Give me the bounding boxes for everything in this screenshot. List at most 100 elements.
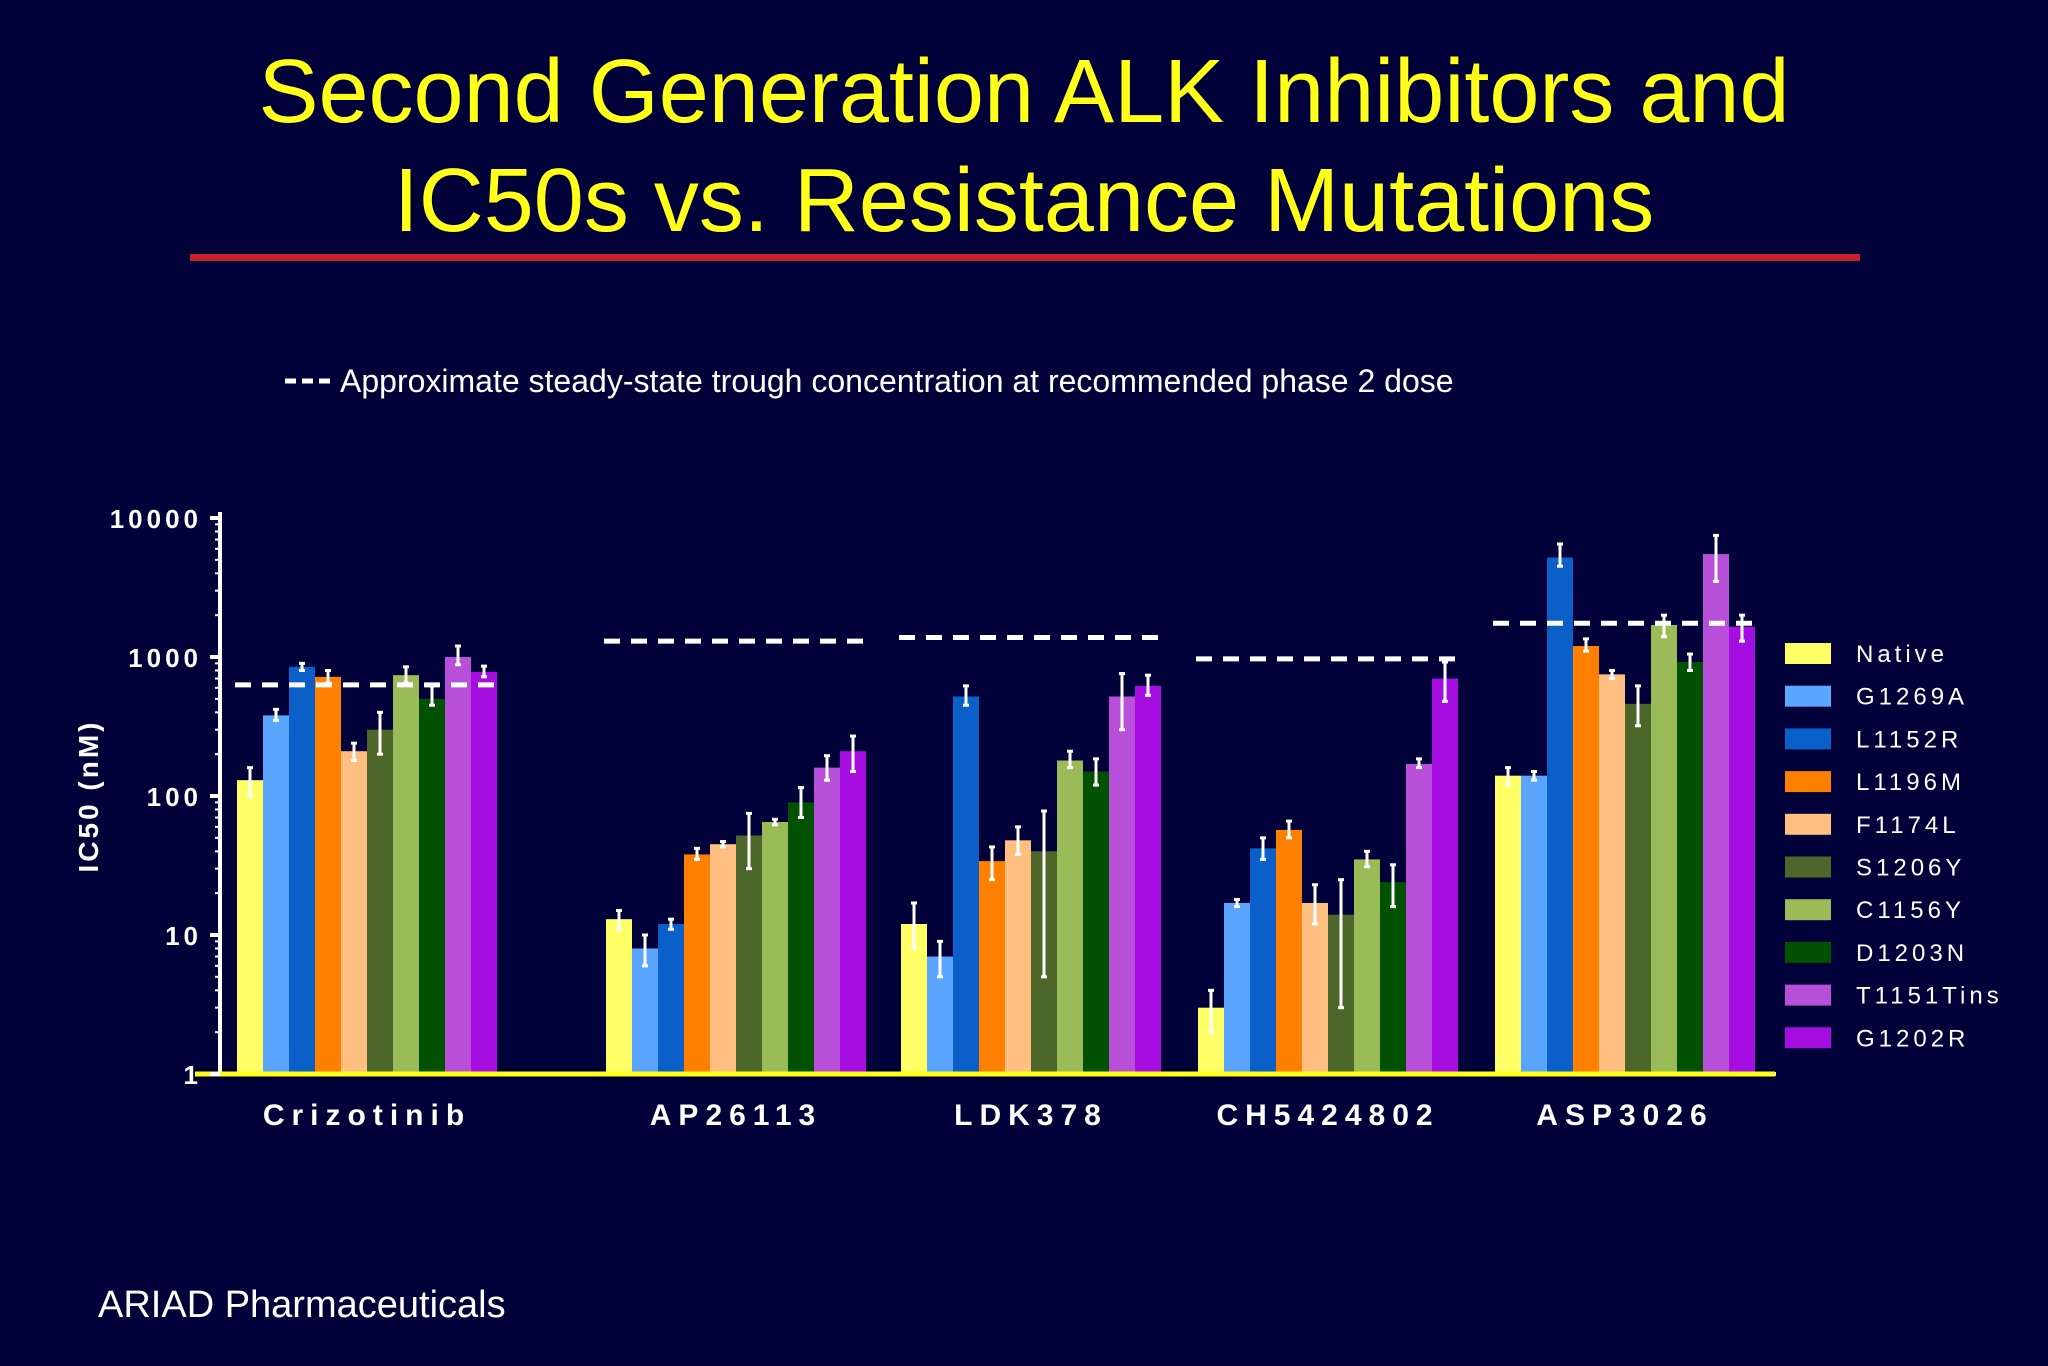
bar-ldk378-t1151tins xyxy=(1109,696,1135,1074)
legend-swatch xyxy=(1785,856,1831,878)
bar-crizotinib-g1202r xyxy=(471,671,497,1074)
trough-note-text: Approximate steady-state trough concentr… xyxy=(340,363,1454,399)
bar-asp3026-f1174l xyxy=(1599,674,1625,1074)
bar-crizotinib-native xyxy=(237,780,263,1074)
bar-ldk378-c1156y xyxy=(1057,760,1083,1074)
bar-crizotinib-s1206y xyxy=(367,729,393,1074)
bar-ch5424802-g1269a xyxy=(1224,902,1250,1074)
bar-ch5424802-c1156y xyxy=(1354,859,1380,1074)
category-label-ldk378: LDK378 xyxy=(954,1099,1108,1132)
bar-group-ldk378 xyxy=(901,672,1161,1074)
title-underline xyxy=(190,254,1860,261)
bar-ap26113-l1196m xyxy=(684,854,710,1074)
legend-item-f1174l: F1174L xyxy=(1785,812,1960,839)
y-tick-label-100: 100 xyxy=(147,782,202,812)
legend-item-native: Native xyxy=(1785,641,1948,668)
y-axis-title: IC50 (nM) xyxy=(73,720,104,873)
bar-asp3026-g1269a xyxy=(1521,775,1547,1074)
bar-group-crizotinib xyxy=(237,644,497,1074)
plot-area: Crizotinib AP26113 LDK378 CH5424802 ASP3026 1… xyxy=(73,504,1776,1132)
bar-asp3026-l1196m xyxy=(1573,645,1599,1074)
bar-ap26113-l1152r xyxy=(658,923,684,1074)
bar-ap26113-d1203n xyxy=(788,802,814,1074)
title-line-1: Second Generation ALK Inhibitors and xyxy=(258,42,1790,142)
legend-swatch xyxy=(1785,813,1831,835)
bar-ap26113-native xyxy=(606,919,632,1074)
bar-group-ch5424802 xyxy=(1198,660,1458,1074)
bar-crizotinib-l1152r xyxy=(289,666,315,1074)
legend-item-l1152r: L1152R xyxy=(1785,726,1962,753)
y-tick-label-1: 1 xyxy=(184,1060,202,1090)
legend-item-d1203n: D1203N xyxy=(1785,940,1968,967)
bar-ch5424802-l1152r xyxy=(1250,848,1276,1074)
bar-crizotinib-d1203n xyxy=(419,698,445,1074)
bar-ch5424802-d1203n xyxy=(1380,882,1406,1074)
y-tick-label-10000: 10000 xyxy=(110,504,202,534)
bar-ldk378-g1202r xyxy=(1135,685,1161,1074)
bar-asp3026-t1151tins xyxy=(1703,554,1729,1074)
bar-asp3026-d1203n xyxy=(1677,662,1703,1074)
trough-note: Approximate steady-state trough concentr… xyxy=(285,363,1454,399)
legend-label: G1202R xyxy=(1856,1025,1969,1052)
bar-asp3026-native xyxy=(1495,775,1521,1074)
category-label-crizotinib: Crizotinib xyxy=(263,1099,471,1132)
bar-ldk378-d1203n xyxy=(1083,771,1109,1074)
bar-ldk378-l1152r xyxy=(953,696,979,1074)
title-line-2: IC50s vs. Resistance Mutations xyxy=(393,150,1655,251)
bar-crizotinib-l1196m xyxy=(315,676,341,1074)
bar-ch5424802-f1174l xyxy=(1302,902,1328,1074)
legend-swatch xyxy=(1785,643,1831,664)
bar-ch5424802-g1202r xyxy=(1432,678,1458,1074)
bar-ap26113-s1206y xyxy=(736,835,762,1074)
bar-asp3026-c1156y xyxy=(1651,624,1677,1074)
legend-label: Native xyxy=(1856,641,1948,668)
legend-label: F1174L xyxy=(1856,812,1960,839)
legend-label: D1203N xyxy=(1856,940,1968,967)
bar-ch5424802-l1196m xyxy=(1276,829,1302,1074)
legend-label: C1156Y xyxy=(1856,897,1965,924)
y-tick-label-10: 10 xyxy=(165,921,202,951)
legend-swatch xyxy=(1785,941,1831,963)
legend-label: G1269A xyxy=(1856,684,1968,711)
legend-item-s1206y: S1206Y xyxy=(1785,855,1965,882)
category-label-ap26113: AP26113 xyxy=(650,1099,822,1132)
bar-group-ap26113 xyxy=(606,734,866,1074)
bar-ch5424802-t1151tins xyxy=(1406,763,1432,1074)
legend-label: L1152R xyxy=(1856,726,1962,753)
footer-company: ARIAD Pharmaceuticals xyxy=(98,1284,506,1326)
legend-label: T1151Tins xyxy=(1856,983,2003,1010)
legend-swatch xyxy=(1785,728,1831,750)
legend-swatch xyxy=(1785,984,1831,1006)
bar-ap26113-g1202r xyxy=(840,751,866,1074)
y-tick-label-1000: 1000 xyxy=(128,643,202,673)
legend-label: L1196M xyxy=(1856,769,1965,796)
category-label-ch5424802: CH5424802 xyxy=(1216,1099,1439,1132)
bar-crizotinib-t1151tins xyxy=(445,657,471,1074)
bar-ap26113-c1156y xyxy=(762,822,788,1074)
legend-swatch xyxy=(1785,1027,1831,1049)
legend-item-t1151tins: T1151Tins xyxy=(1785,983,2003,1010)
legend-item-c1156y: C1156Y xyxy=(1785,897,1965,924)
bar-asp3026-l1152r xyxy=(1547,557,1573,1074)
bar-group-asp3026 xyxy=(1495,533,1755,1074)
bar-ap26113-g1269a xyxy=(632,948,658,1074)
bar-crizotinib-c1156y xyxy=(393,675,419,1074)
bar-ap26113-t1151tins xyxy=(814,767,840,1074)
legend-item-g1202r: G1202R xyxy=(1785,1025,1969,1052)
bar-ldk378-f1174l xyxy=(1005,840,1031,1074)
legend: Native G1269A L1152R L1196M F1174L S1206Y C115… xyxy=(1785,641,2003,1052)
bar-crizotinib-f1174l xyxy=(341,751,367,1074)
legend-swatch xyxy=(1785,899,1831,921)
bar-asp3026-s1206y xyxy=(1625,703,1651,1074)
slide-title: Second Generation ALK Inhibitors and IC5… xyxy=(0,38,2048,256)
category-label-asp3026: ASP3026 xyxy=(1536,1099,1713,1132)
bar-ap26113-f1174l xyxy=(710,844,736,1074)
legend-swatch xyxy=(1785,685,1831,707)
bar-asp3026-g1202r xyxy=(1729,626,1755,1074)
legend-label: S1206Y xyxy=(1856,855,1965,882)
bar-ldk378-l1196m xyxy=(979,861,1005,1074)
legend-item-g1269a: G1269A xyxy=(1785,684,1968,711)
legend-item-l1196m: L1196M xyxy=(1785,769,1965,796)
legend-swatch xyxy=(1785,771,1831,793)
